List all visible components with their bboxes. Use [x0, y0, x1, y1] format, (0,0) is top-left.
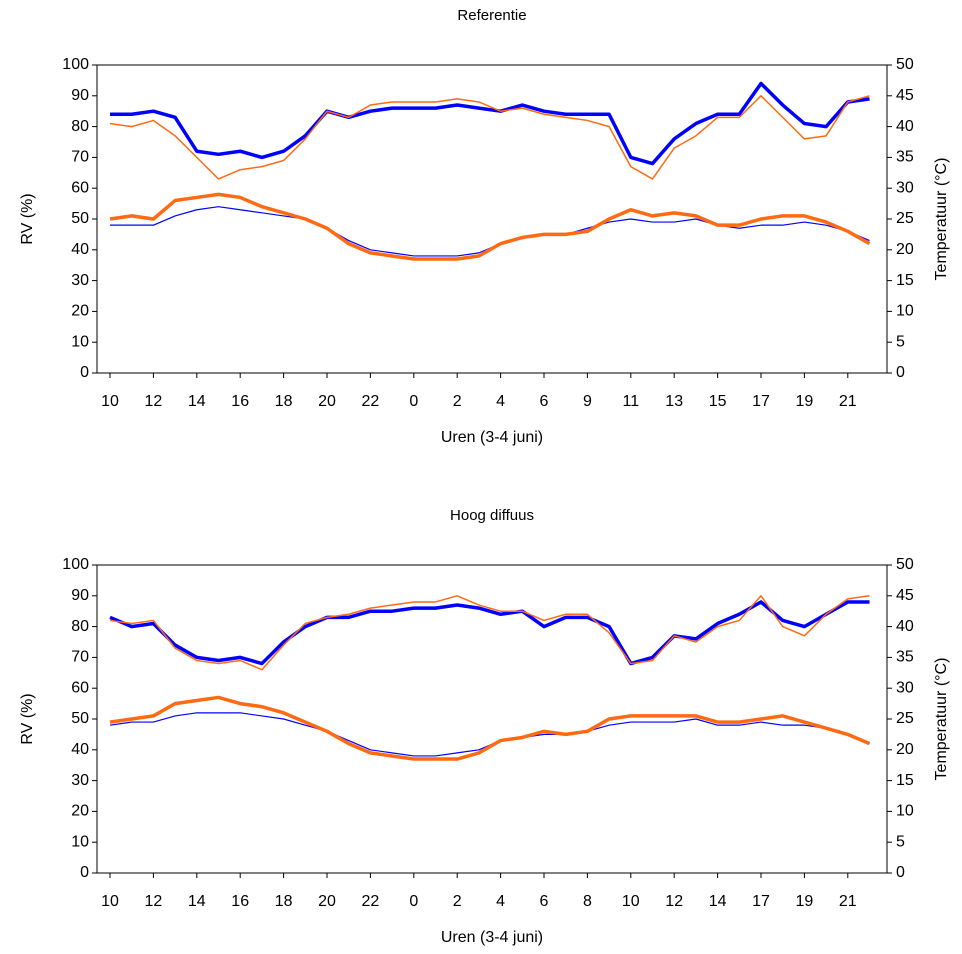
y2-tick-label: 10	[896, 303, 914, 320]
data-line	[109, 595, 870, 671]
x-tick-label: 20	[318, 393, 336, 410]
data-line	[109, 95, 870, 180]
y2-tick-label: 10	[896, 803, 914, 820]
x-tick-label: 22	[362, 893, 380, 910]
y-tick-label: 90	[71, 587, 89, 604]
y2-tick-label: 25	[896, 210, 914, 227]
x-tick-label: 9	[583, 393, 592, 410]
x-axis-title: Uren (3-4 juni)	[441, 429, 543, 446]
y-tick-label: 90	[71, 87, 89, 104]
y-tick-label: 50	[71, 210, 89, 227]
x-tick-label: 8	[583, 893, 592, 910]
x-tick-label: 15	[709, 393, 727, 410]
y-tick-label: 60	[71, 179, 89, 196]
x-tick-label: 21	[839, 393, 857, 410]
panel: Hoog diffuus0102030405060708090100051015…	[19, 507, 950, 946]
y-tick-label: 20	[71, 303, 89, 320]
x-tick-label: 17	[752, 893, 770, 910]
chart-title: Referentie	[457, 7, 526, 24]
x-tick-label: 18	[275, 393, 293, 410]
y-tick-label: 10	[71, 833, 89, 850]
y-tick-label: 70	[71, 649, 89, 666]
y-tick-label: 70	[71, 149, 89, 166]
y2-axis-title: Temperatuur (°C)	[933, 658, 950, 781]
y-tick-label: 80	[71, 118, 89, 135]
data-line	[109, 695, 871, 761]
x-axis-title: Uren (3-4 juni)	[441, 929, 543, 946]
x-tick-label: 13	[665, 393, 683, 410]
x-tick-label: 14	[188, 393, 206, 410]
x-tick-label: 16	[231, 393, 249, 410]
y2-tick-label: 15	[896, 272, 914, 289]
x-tick-label: 6	[540, 393, 549, 410]
data-line	[110, 81, 870, 166]
y2-tick-label: 30	[896, 179, 914, 196]
x-tick-label: 19	[796, 393, 814, 410]
y-tick-label: 60	[71, 679, 89, 696]
x-tick-label: 11	[622, 393, 639, 410]
y2-tick-label: 15	[896, 772, 914, 789]
x-tick-label: 6	[540, 893, 549, 910]
y2-axis-title: Temperatuur (°C)	[933, 158, 950, 281]
y-tick-label: 30	[71, 772, 89, 789]
x-tick-label: 4	[496, 393, 505, 410]
y2-tick-label: 45	[896, 587, 914, 604]
x-tick-label: 19	[796, 893, 814, 910]
x-tick-label: 18	[275, 893, 293, 910]
y-axis-title: RV (%)	[19, 193, 36, 244]
y2-tick-label: 45	[896, 87, 914, 104]
y2-tick-label: 20	[896, 741, 914, 758]
data-line	[109, 192, 871, 261]
y2-tick-label: 40	[896, 618, 914, 635]
x-tick-label: 4	[496, 893, 505, 910]
x-tick-label: 17	[752, 393, 770, 410]
x-tick-label: 22	[362, 393, 380, 410]
y2-tick-label: 25	[896, 710, 914, 727]
y-tick-label: 10	[71, 333, 89, 350]
y2-tick-label: 35	[896, 649, 914, 666]
x-tick-label: 14	[709, 893, 727, 910]
y-tick-label: 40	[71, 741, 89, 758]
y-tick-label: 0	[80, 364, 89, 381]
data-line	[109, 600, 870, 666]
y2-tick-label: 0	[896, 864, 905, 881]
x-tick-label: 12	[665, 893, 683, 910]
y-axis-title: RV (%)	[19, 693, 36, 744]
y-tick-label: 100	[62, 56, 89, 73]
x-tick-label: 0	[409, 893, 418, 910]
x-tick-label: 10	[101, 893, 119, 910]
y2-tick-label: 50	[896, 56, 914, 73]
y2-tick-label: 50	[896, 556, 914, 573]
y2-tick-label: 5	[896, 833, 905, 850]
x-tick-label: 20	[318, 893, 336, 910]
x-tick-label: 2	[453, 393, 462, 410]
y2-tick-label: 30	[896, 679, 914, 696]
x-tick-label: 12	[145, 393, 163, 410]
x-tick-label: 21	[839, 893, 857, 910]
y2-tick-label: 5	[896, 333, 905, 350]
y2-tick-label: 35	[896, 149, 914, 166]
y2-tick-label: 20	[896, 241, 914, 258]
chart-title: Hoog diffuus	[450, 507, 534, 524]
x-tick-label: 16	[231, 893, 249, 910]
y-tick-label: 40	[71, 241, 89, 258]
panel: Referentie010203040506070809010005101520…	[19, 7, 950, 446]
y-tick-label: 50	[71, 710, 89, 727]
y-tick-label: 100	[62, 556, 89, 573]
x-tick-label: 10	[622, 893, 640, 910]
x-tick-label: 0	[409, 393, 418, 410]
y2-tick-label: 0	[896, 364, 905, 381]
x-tick-label: 14	[188, 893, 206, 910]
y-tick-label: 80	[71, 618, 89, 635]
x-tick-label: 10	[101, 393, 119, 410]
y-tick-label: 30	[71, 272, 89, 289]
y-tick-label: 20	[71, 803, 89, 820]
x-tick-label: 2	[453, 893, 462, 910]
y-tick-label: 0	[80, 864, 89, 881]
x-tick-label: 12	[145, 893, 163, 910]
y2-tick-label: 40	[896, 118, 914, 135]
